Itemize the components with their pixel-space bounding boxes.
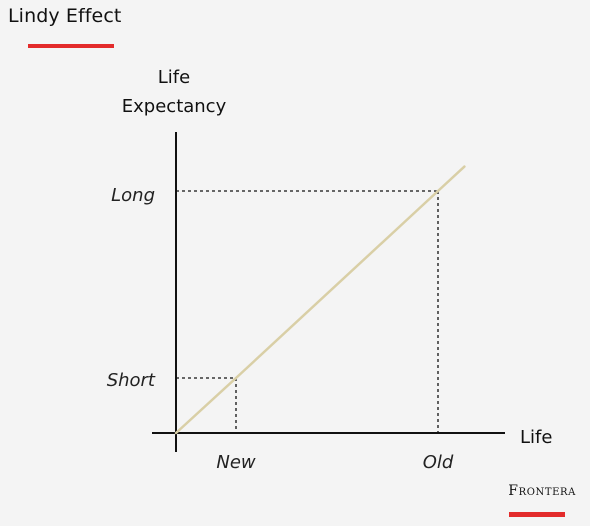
axes [152, 132, 505, 452]
x-tick-label-new: New [216, 452, 256, 473]
y-axis-title-line-2: Expectancy [122, 96, 227, 117]
brand-name: Frontera [508, 483, 576, 499]
chart-title: Lindy Effect [8, 5, 122, 27]
y-tick-label-short: Short [107, 370, 156, 391]
series-layer [174, 165, 466, 435]
labels-layer: Life Expectancy Life Short Long New Old [107, 67, 553, 473]
x-tick-label-old: Old [423, 452, 454, 473]
series-line-0 [174, 165, 466, 435]
title-accent-rule [28, 44, 114, 48]
x-axis-title: Life [520, 427, 552, 448]
y-axis-title-line-1: Life [158, 67, 190, 88]
brand-accent-rule [509, 512, 565, 517]
y-tick-label-long: Long [111, 185, 155, 206]
reference-lines [176, 190, 439, 433]
